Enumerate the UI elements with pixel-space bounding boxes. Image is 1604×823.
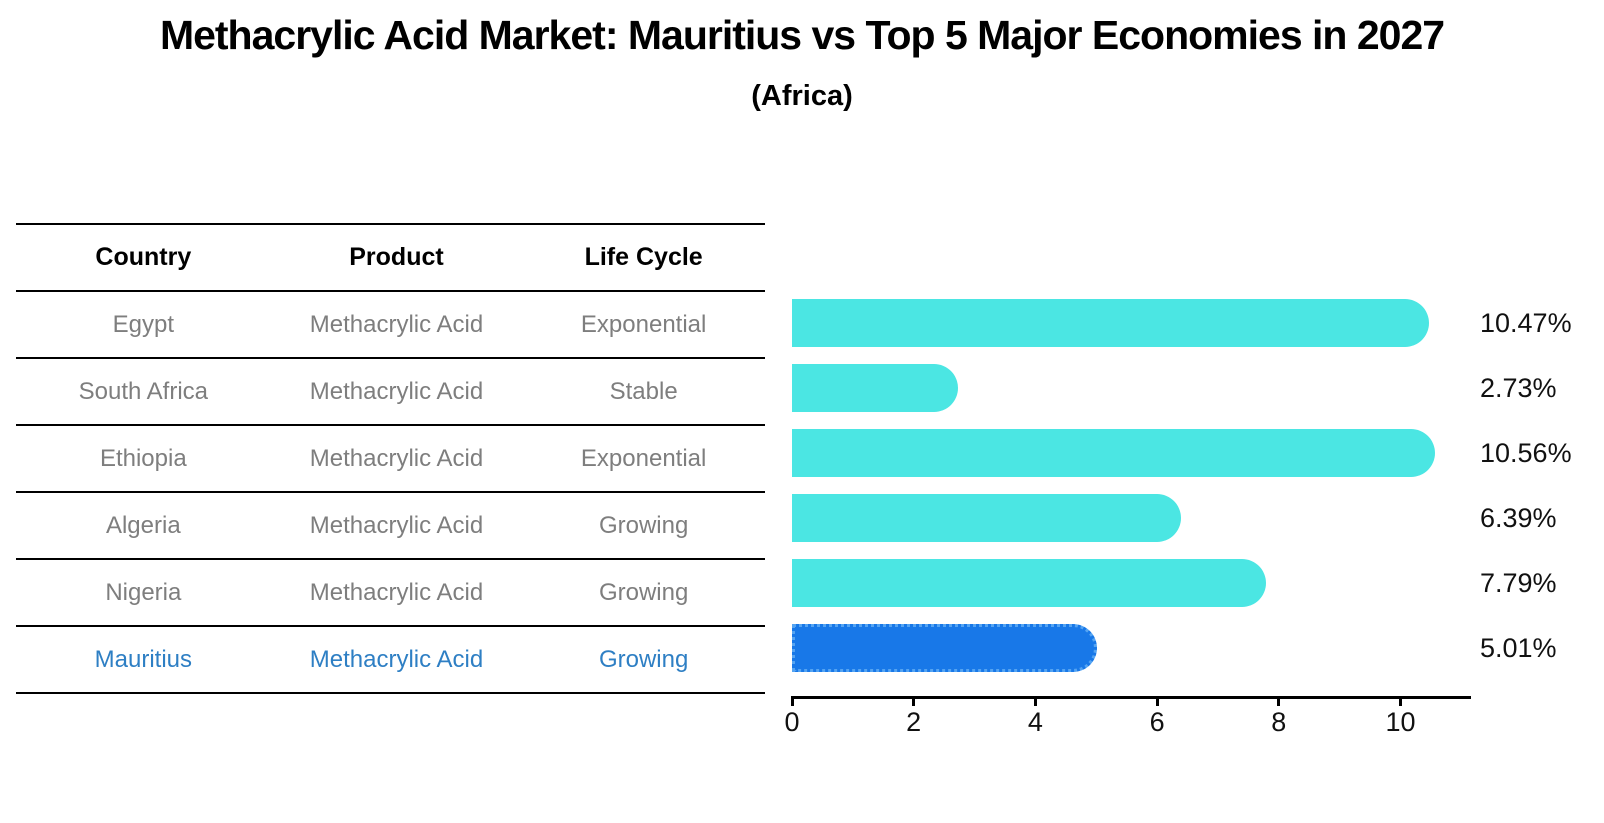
bar <box>792 428 1435 477</box>
life-cycle-cell: Growing <box>598 578 689 606</box>
bar-value-label: 10.56% <box>1480 437 1572 468</box>
x-axis-tick-label: 4 <box>1027 707 1043 737</box>
product-cell: Methacrylic Acid <box>309 377 484 405</box>
product-cell: Methacrylic Acid <box>309 578 484 606</box>
life-cycle-cell: Growing <box>598 645 689 673</box>
x-axis-tick <box>912 696 916 706</box>
bar <box>792 298 1430 347</box>
table-row: Mauritius Methacrylic Acid Growing <box>16 627 765 694</box>
country-cell: South Africa <box>78 377 209 405</box>
x-axis-tick <box>1155 696 1159 706</box>
country-cell: Egypt <box>112 310 175 338</box>
product-cell: Methacrylic Acid <box>309 645 484 673</box>
bar <box>792 493 1181 542</box>
table-row: Nigeria Methacrylic Acid Growing <box>16 560 765 627</box>
x-axis-tick <box>790 696 794 706</box>
x-axis-tick <box>1277 696 1281 706</box>
life-cycle-cell: Exponential <box>580 444 707 472</box>
country-cell: Algeria <box>105 511 181 539</box>
life-cycle-cell: Growing <box>598 511 689 539</box>
x-axis-tick <box>1399 696 1402 706</box>
table-row: Algeria Methacrylic Acid Growing <box>16 493 765 560</box>
x-axis-tick-label: 0 <box>784 707 800 737</box>
country-table: Country Product Life Cycle Egypt Methacry… <box>16 223 765 694</box>
table-header-row: Country Product Life Cycle <box>16 225 765 292</box>
country-cell: Mauritius <box>94 645 192 673</box>
x-axis-line <box>792 696 1471 699</box>
bar-value-label: 2.73% <box>1480 372 1557 403</box>
country-cell: Ethiopia <box>99 444 187 472</box>
column-header-country: Country <box>95 243 192 271</box>
life-cycle-cell: Stable <box>609 377 678 405</box>
bar-value-label: 10.47% <box>1480 307 1572 338</box>
page-subtitle: (Africa) <box>751 80 853 112</box>
bar-value-label: 5.01% <box>1480 632 1557 663</box>
table-row: Ethiopia Methacrylic Acid Exponential <box>16 426 765 493</box>
page-title: Methacrylic Acid Market: Mauritius vs To… <box>159 12 1445 58</box>
bar-highlight <box>792 623 1097 672</box>
table-row: Egypt Methacrylic Acid Exponential <box>16 292 765 359</box>
column-header-life-cycle: Life Cycle <box>584 243 703 271</box>
column-header-product: Product <box>349 243 444 271</box>
bar-value-label: 6.39% <box>1480 502 1557 533</box>
x-axis-tick <box>1033 696 1037 706</box>
life-cycle-cell: Exponential <box>580 310 707 338</box>
bar <box>792 558 1267 607</box>
product-cell: Methacrylic Acid <box>309 310 484 338</box>
bar-value-label: 7.79% <box>1480 567 1557 598</box>
product-cell: Methacrylic Acid <box>309 444 484 472</box>
x-axis-tick-label: 8 <box>1271 707 1287 737</box>
x-axis-tick-label: 6 <box>1149 707 1165 737</box>
product-cell: Methacrylic Acid <box>309 511 484 539</box>
table-row: South Africa Methacrylic Acid Stable <box>16 359 765 426</box>
x-axis-tick-label: 10 <box>1385 707 1416 737</box>
country-cell: Nigeria <box>105 578 182 606</box>
bar <box>792 363 959 412</box>
x-axis-tick-label: 2 <box>906 707 922 737</box>
